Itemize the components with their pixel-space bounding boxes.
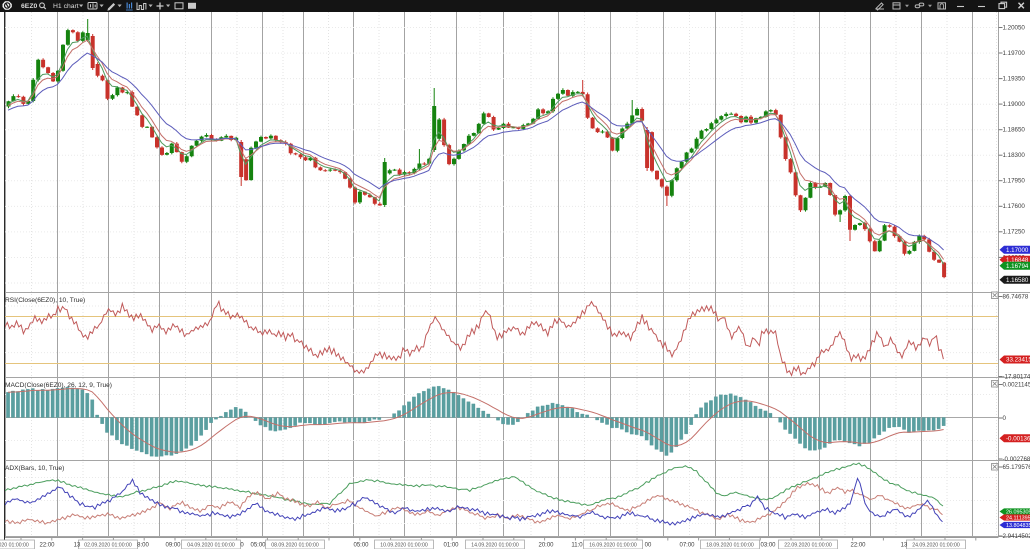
svg-text:-17.80174: -17.80174 <box>1003 373 1030 380</box>
svg-text:0: 0 <box>1003 415 1007 422</box>
svg-text:07:00: 07:00 <box>679 543 695 549</box>
svg-text:24.111395: 24.111395 <box>1006 515 1030 521</box>
svg-text:11:0: 11:0 <box>571 543 583 549</box>
svg-text:1.17950: 1.17950 <box>1003 178 1026 185</box>
svg-text:18.09.2020 01:00:00: 18.09.2020 01:00:00 <box>706 542 754 548</box>
svg-text:0: 0 <box>240 543 244 549</box>
svg-text:33.23415: 33.23415 <box>1006 357 1030 364</box>
svg-text:10.09.2020 01:00:00: 10.09.2020 01:00:00 <box>380 542 428 548</box>
svg-text:1.20050: 1.20050 <box>1003 24 1026 31</box>
svg-text:-0.0013623: -0.0013623 <box>1006 436 1030 443</box>
svg-text:03:00: 03:00 <box>760 543 776 549</box>
svg-text:lıl: lıl <box>126 2 133 11</box>
svg-text:MACD(Close(6EZ0), 26, 12, 9, T: MACD(Close(6EZ0), 26, 12, 9, True) <box>5 382 112 389</box>
svg-text:RSI(Close(6EZ0), 10, True): RSI(Close(6EZ0), 10, True) <box>5 297 85 304</box>
svg-text:1.16580: 1.16580 <box>1006 277 1029 284</box>
svg-text:31.08.2020 01:00:00: 31.08.2020 01:00:00 <box>0 542 29 548</box>
svg-text:1.17250: 1.17250 <box>1003 229 1026 236</box>
svg-text:1.18300: 1.18300 <box>1003 152 1026 159</box>
svg-text:1.16848: 1.16848 <box>1006 257 1029 264</box>
svg-text:1.19700: 1.19700 <box>1003 50 1026 57</box>
svg-text:22:00: 22:00 <box>850 543 866 549</box>
svg-text:14.09.2020 01:00:00: 14.09.2020 01:00:00 <box>471 542 519 548</box>
svg-text:1.17000: 1.17000 <box>1006 247 1029 254</box>
svg-text:20:00: 20:00 <box>538 543 554 549</box>
svg-text:1.19000: 1.19000 <box>1003 101 1026 108</box>
svg-text:1.18650: 1.18650 <box>1003 127 1026 134</box>
svg-text:22.09.2020 01:00:00: 22.09.2020 01:00:00 <box>784 542 832 548</box>
svg-text:01:00: 01:00 <box>443 543 459 549</box>
svg-text:22:00: 22:00 <box>39 543 55 549</box>
svg-text:05:00: 05:00 <box>250 543 266 549</box>
svg-text:H1 chart: H1 chart <box>53 3 79 10</box>
svg-text:6EZ0: 6EZ0 <box>21 3 37 10</box>
svg-text:-0.0027685: -0.0027685 <box>1003 456 1030 463</box>
svg-text:09:00: 09:00 <box>165 543 181 549</box>
svg-text:26.095305: 26.095305 <box>1006 509 1030 515</box>
svg-text:2.9414502: 2.9414502 <box>1003 533 1030 540</box>
svg-text:00: 00 <box>645 543 652 549</box>
svg-text:65.179576: 65.179576 <box>1003 464 1030 471</box>
svg-text:86.74678: 86.74678 <box>1003 293 1029 300</box>
svg-text:1.19350: 1.19350 <box>1003 76 1026 83</box>
svg-text:ADX(Bars, 10, True): ADX(Bars, 10, True) <box>5 465 64 472</box>
svg-text:16.09.2020 01:00:00: 16.09.2020 01:00:00 <box>589 542 637 548</box>
svg-text:05:00: 05:00 <box>353 543 369 549</box>
svg-text:13: 13 <box>901 543 908 549</box>
svg-text:1.16794: 1.16794 <box>1006 263 1029 270</box>
svg-text:13: 13 <box>74 543 81 549</box>
svg-text:0.0021145: 0.0021145 <box>1003 381 1030 388</box>
svg-text:8:00: 8:00 <box>137 543 149 549</box>
svg-text:1.17600: 1.17600 <box>1003 203 1026 210</box>
svg-text:08.09.2020 01:00:00: 08.09.2020 01:00:00 <box>271 542 319 548</box>
svg-text:04.09.2020 01:00:00: 04.09.2020 01:00:00 <box>187 542 235 548</box>
svg-text:13.804835: 13.804835 <box>1006 523 1030 529</box>
svg-text:02.09.2020 01:00:00: 02.09.2020 01:00:00 <box>84 542 132 548</box>
svg-text:24.09.2020 01:00:00: 24.09.2020 01:00:00 <box>912 542 960 548</box>
